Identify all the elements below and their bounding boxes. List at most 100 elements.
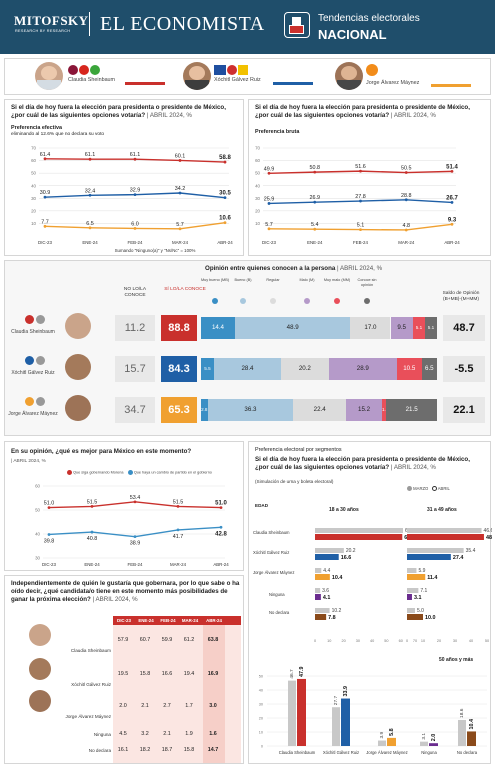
winner-cell: 15.8 <box>139 671 151 677</box>
x-tick-label: 0 <box>406 639 408 643</box>
winner-cell: 15.8 <box>183 747 195 753</box>
bar-marzo <box>315 528 403 533</box>
bar-marzo <box>407 588 419 593</box>
bar-abril <box>387 737 396 746</box>
avatar-galvez <box>183 62 211 90</box>
publication-logo: EL ECONOMISTA <box>100 13 265 35</box>
x-tick-label: MAR-24 <box>170 562 187 567</box>
bar-label-marzo: 35.4 <box>466 548 476 554</box>
winner-question: Independientemente de quién le gustaría … <box>11 580 240 603</box>
data-point <box>359 228 362 231</box>
legend-label-morena: Que siga gobernando Morena <box>73 470 124 475</box>
saldo-value: -5.5 <box>443 356 485 382</box>
opinion-category-dot <box>334 298 340 304</box>
winner-cell: 2.0 <box>119 703 127 709</box>
bar-label-abril: 10.4 <box>469 719 475 730</box>
x-tick-label: 70 <box>413 639 417 643</box>
winner-cell: 14.7 <box>207 747 219 753</box>
avatar-sheinbaum <box>35 62 63 90</box>
y-tick-label: 40 <box>31 183 36 188</box>
opinion-category-label: Conoce sin opinión <box>357 278 377 287</box>
bar-label-marzo: 27.7 <box>333 696 339 706</box>
x-tick-label: 20 <box>437 639 441 643</box>
segments-note: (Simulación de urna y boleta electoral) <box>255 479 334 484</box>
winner-cell: 1.9 <box>185 731 193 737</box>
data-point <box>88 226 92 230</box>
winner-cell: 16.9 <box>207 671 219 677</box>
legend-dot-abril <box>431 486 437 492</box>
segments-title: Preferencia electoral por segmentos <box>255 447 342 453</box>
bar-label-abril: 7.8 <box>328 615 336 621</box>
winner-row-name: Ninguna <box>93 732 111 737</box>
bar-marzo <box>458 719 466 746</box>
bar-abril <box>315 554 339 560</box>
bar-label-abril: 10.0 <box>425 615 436 621</box>
segment-category-label: Jorge Álvarez Máynez <box>253 570 294 575</box>
bar-label-abril: 48.1 <box>486 535 492 541</box>
data-label: 60.1 <box>175 153 186 159</box>
y-tick-label: 10 <box>259 731 263 735</box>
mitofsky-tagline: RESEARCH BY RESEARCH <box>15 29 71 33</box>
gross-line-chart: 10 20 30 40 50 60 70 DIC-23 ENE-24 FEB-24 MAR-24 AB… <box>255 146 460 245</box>
data-point <box>43 195 47 199</box>
data-point <box>313 170 317 174</box>
gross-preference-panel: Si el día de hoy fuera la elección para … <box>248 99 491 256</box>
x-tick-label: ENE-24 <box>84 562 100 567</box>
data-point <box>176 528 180 532</box>
bar-abril <box>407 594 412 600</box>
x-tick-label: MAR-24 <box>172 240 189 245</box>
winner-cell: 59.9 <box>161 637 173 643</box>
data-label: 5.4 <box>311 222 319 228</box>
better-date: | ABRIL 2024, % <box>11 459 46 464</box>
bar-abril <box>407 534 484 540</box>
data-point <box>219 506 223 509</box>
winner-row-name: No declara <box>88 748 111 753</box>
opinion-avatar <box>65 354 91 380</box>
party-logo-mc <box>366 64 378 76</box>
bar-abril <box>429 743 438 746</box>
legend-label-cambio: Que haya un cambio de partido en el gobi… <box>133 470 212 475</box>
data-label: 32.9 <box>130 188 141 194</box>
winner-row-name: Jorge Álvarez Máynez <box>65 714 111 719</box>
data-label: 49.9 <box>264 166 275 172</box>
header-banner: MITOFSKY RESEARCH BY RESEARCH EL ECONOMI… <box>0 0 495 54</box>
data-label: 9.3 <box>448 217 457 223</box>
data-label: 38.9 <box>130 541 141 547</box>
mitofsky-logo: MITOFSKY <box>14 13 89 28</box>
y-tick-label: 50 <box>259 675 263 679</box>
x-category-label: Jorge Álvarez Máynez <box>366 750 407 755</box>
x-category-label: Claudia Sheinbaum <box>279 750 316 755</box>
x-tick-label: 30 <box>356 639 360 643</box>
group1-label: 18 a 30 años <box>329 507 359 513</box>
x-tick-label: DIC-23 <box>262 240 276 245</box>
effective-note: eliminando al 12.6% que no declara su vo… <box>11 132 105 137</box>
bar-abril <box>407 554 451 560</box>
better-panel: En su opinión, ¿qué es mejor para México… <box>4 441 244 571</box>
data-point <box>313 200 317 204</box>
data-point <box>450 222 454 226</box>
bar-label-marzo: 5.9 <box>418 568 425 574</box>
y-tick-label: 30 <box>255 196 260 201</box>
data-point <box>404 228 408 232</box>
bar-marzo <box>315 608 330 613</box>
opinion-segment: 1.8 <box>382 399 387 421</box>
legend-label-abril: ABRIL <box>437 486 450 491</box>
opinion-segment: 5.1 <box>412 317 425 339</box>
x-tick-label: ABR-24 <box>217 240 233 245</box>
series-line <box>48 526 222 538</box>
x-tick-label: ENE-24 <box>82 240 98 245</box>
winner-panel: Independientemente de quién le gustaría … <box>4 575 244 764</box>
bar-abril <box>407 614 423 620</box>
data-point <box>133 500 137 504</box>
bar-abril <box>467 731 476 746</box>
bar-marzo <box>420 741 428 746</box>
group3-label: 50 años y más <box>439 657 474 663</box>
winner-avatar <box>29 658 51 680</box>
opinion-category-label: Regular <box>266 278 280 282</box>
data-label: 25.9 <box>264 196 275 202</box>
data-label: 61.1 <box>130 152 141 158</box>
data-label: 40.8 <box>87 536 98 542</box>
bar-marzo <box>315 548 344 553</box>
bar-marzo <box>288 680 296 746</box>
col-header-si-conoce: SÍ LO/LA CONOCE <box>164 287 206 292</box>
